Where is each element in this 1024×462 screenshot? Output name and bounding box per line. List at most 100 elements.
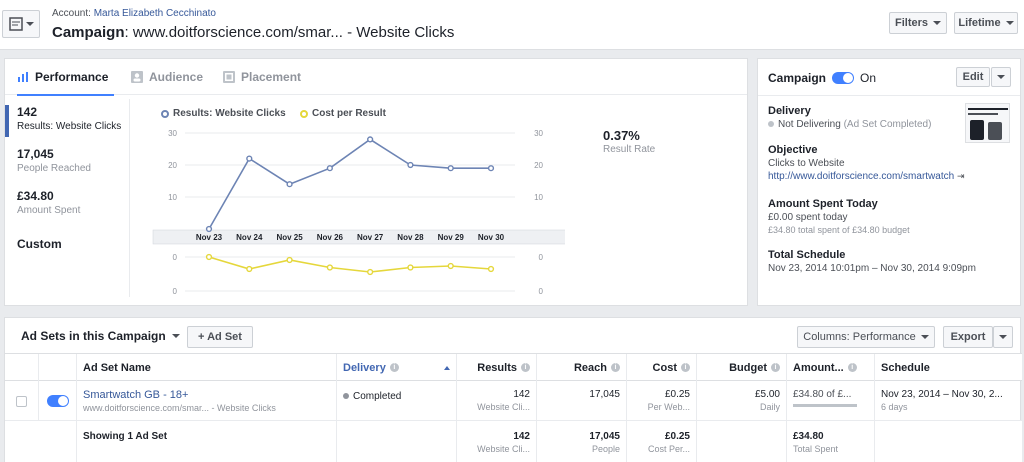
summary-reach-value: 17,045 [589, 431, 620, 442]
header-label: Results [477, 361, 517, 374]
header-reach[interactable]: Reach i [537, 354, 627, 381]
row-name-cell: Smartwatch GB - 18+ www.doitforscience.c… [77, 381, 337, 421]
header-label: Budget [729, 361, 767, 374]
results-value: 142 [513, 389, 530, 400]
header-label: Amount... [793, 361, 844, 374]
account-line: Account: Marta Elizabeth Cecchinato [52, 8, 216, 19]
add-adset-button[interactable]: + Ad Set [187, 326, 253, 348]
schedule-value: Nov 23, 2014 – Nov 30, 2... [881, 389, 1003, 400]
data-point-results [326, 165, 333, 172]
objective-url-row[interactable]: http://www.doitforscience.com/smartwatch… [768, 171, 965, 182]
x-tick-label: Nov 24 [236, 233, 263, 242]
y-tick-label-left: 30 [168, 129, 177, 138]
schedule-sub: 6 days [881, 402, 908, 412]
campaign-status-row: Campaign On [768, 71, 876, 85]
legend-cost[interactable]: Cost per Result [300, 108, 386, 119]
tab-performance[interactable]: Performance [17, 59, 115, 96]
summary-label-cell: Showing 1 Ad Set [77, 421, 337, 462]
objective-url[interactable]: http://www.doitforscience.com/smartwatch [768, 171, 955, 182]
header-results[interactable]: Results i [457, 354, 537, 381]
export-button[interactable]: Export [943, 326, 993, 348]
campaign-panel-title: Campaign [768, 71, 827, 85]
campaign-toggle[interactable] [832, 72, 855, 84]
header-delivery[interactable]: Delivery i [337, 354, 457, 381]
summary-results-value: 142 [513, 431, 530, 442]
thumbnail-line [968, 113, 998, 115]
adsets-title-dropdown[interactable]: Ad Sets in this Campaign [21, 329, 180, 343]
info-icon: i [521, 363, 530, 372]
export-label: Export [950, 331, 986, 343]
chevron-down-icon [1005, 21, 1014, 25]
y-tick-label-right: 10 [534, 193, 543, 202]
series-line-cost [208, 256, 492, 273]
delivery-note: (Ad Set Completed) [843, 119, 932, 130]
data-point-cost [246, 265, 253, 273]
header-label: Ad Set Name [83, 361, 151, 374]
row-checkbox[interactable] [16, 395, 27, 407]
y-tick-label-left: 20 [168, 161, 177, 170]
y-tick-label-right: 0 [539, 287, 544, 296]
filters-button[interactable]: Filters [889, 12, 947, 34]
x-tick-label: Nov 28 [397, 233, 424, 242]
data-point-cost [407, 264, 414, 271]
lifetime-button[interactable]: Lifetime [954, 12, 1018, 34]
delivery-status: Not Delivering [778, 119, 841, 130]
account-link[interactable]: Marta Elizabeth Cecchinato [93, 8, 216, 19]
reach-value: 17,045 [589, 389, 620, 400]
tab-label: Placement [241, 70, 302, 84]
data-point-results [246, 155, 253, 162]
adset-name-link[interactable]: Smartwatch GB - 18+ [83, 389, 189, 401]
delivery-status-line: Not Delivering (Ad Set Completed) [768, 119, 931, 130]
header-name[interactable]: Ad Set Name [77, 354, 337, 381]
header-schedule[interactable]: Schedule [875, 354, 1022, 381]
header-toggle-cell [39, 354, 77, 381]
legend-results[interactable]: Results: Website Clicks [161, 108, 286, 119]
data-point-cost [487, 265, 495, 273]
cost-sub: Per Web... [647, 402, 690, 412]
ad-thumbnail[interactable] [965, 103, 1010, 143]
columns-button[interactable]: Columns: Performance [797, 326, 935, 348]
adset-toggle[interactable] [46, 395, 69, 407]
result-rate-label: Result Rate [603, 144, 656, 155]
schedule-heading: Total Schedule [768, 249, 846, 261]
summary-cost-cell: £0.25 Cost Per... [627, 421, 697, 462]
data-point-cost [367, 268, 374, 276]
info-icon: i [847, 363, 857, 372]
tab-audience[interactable]: Audience [131, 59, 203, 95]
placement-icon [223, 71, 235, 83]
summary-label: Showing 1 Ad Set [83, 431, 168, 442]
title-label: Campaign [52, 24, 125, 41]
header-label: Reach [573, 361, 607, 374]
summary-blank-cell [5, 421, 77, 462]
table-row: Smartwatch GB - 18+ www.doitforscience.c… [5, 381, 1022, 421]
edit-dropdown-button[interactable] [991, 67, 1011, 87]
edit-button[interactable]: Edit [956, 67, 990, 87]
row-schedule-cell: Nov 23, 2014 – Nov 30, 2... 6 days [875, 381, 1022, 421]
metric-reach[interactable]: 17,045 People Reached [5, 147, 129, 174]
legend-label: Results: Website Clicks [173, 108, 286, 119]
tab-bar: Performance Audience Placement [5, 59, 747, 96]
metric-results[interactable]: 142 Results: Website Clicks [5, 105, 129, 137]
tab-placement[interactable]: Placement [223, 59, 301, 95]
adsets-panel: Ad Sets in this Campaign + Ad Set Column… [4, 317, 1022, 462]
page-title: Campaign: www.doitforscience.com/smar...… [52, 24, 454, 41]
campaign-menu-button[interactable] [2, 10, 40, 38]
data-point-results [447, 165, 454, 172]
header-label: Schedule [881, 361, 930, 374]
metric-spent[interactable]: £34.80 Amount Spent [5, 189, 129, 216]
export-dropdown-button[interactable] [993, 326, 1013, 348]
watch-shape [970, 120, 984, 140]
metric-custom[interactable]: Custom [5, 237, 129, 251]
summary-results-cell: 142 Website Cli... [457, 421, 537, 462]
chevron-down-icon [933, 21, 941, 25]
header-checkbox-cell [5, 354, 39, 381]
header-cost[interactable]: Cost i [627, 354, 697, 381]
delivery-status: Completed [353, 391, 402, 402]
header-amount[interactable]: Amount... i [787, 354, 875, 381]
summary-delivery-cell [337, 421, 457, 462]
summary-amount-value: £34.80 [793, 431, 824, 442]
chevron-down-icon [999, 335, 1007, 339]
summary-cost-value: £0.25 [664, 431, 690, 442]
header-budget[interactable]: Budget i [697, 354, 787, 381]
summary-budget-cell [697, 421, 787, 462]
